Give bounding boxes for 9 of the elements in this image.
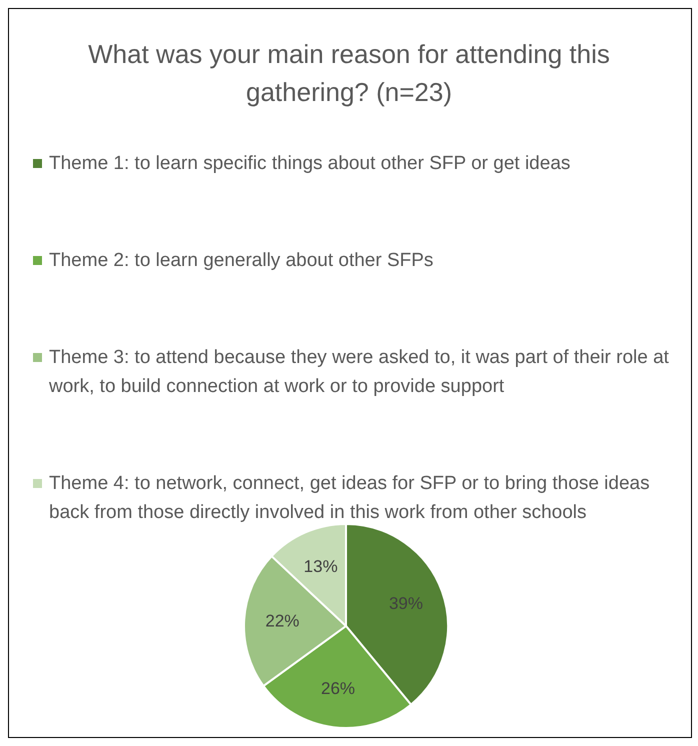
legend-label: Theme 3: to attend because they were asked to, it was part of their role at work, to build connection at work or to provide support <box>49 346 670 399</box>
legend-label: Theme 2: to learn generally about other SFPs <box>49 249 434 273</box>
data-label: 39% <box>388 594 423 614</box>
data-label: 26% <box>320 678 356 698</box>
legend-label: Theme 4: to network, connect, get ideas for SFP or to bring those ideas back from those directly involved in this work from other schools <box>49 472 651 525</box>
legend-label: Theme 1: to learn specific things about other SFP or get ideas <box>49 152 570 176</box>
chart-title: What was your main reason for attending this gathering? (n=23) <box>87 38 611 109</box>
data-label: 22% <box>265 612 300 631</box>
data-label: 13% <box>304 557 338 576</box>
